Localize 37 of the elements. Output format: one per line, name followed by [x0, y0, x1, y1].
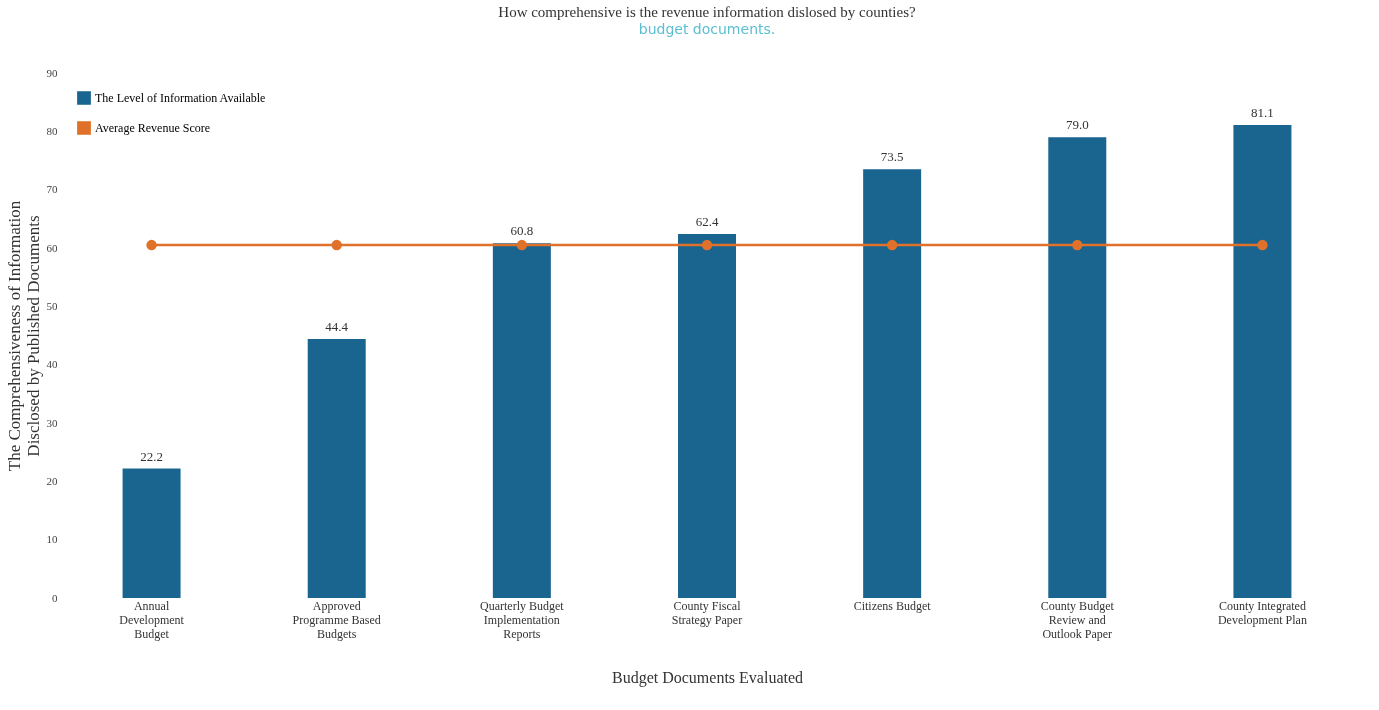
x-tick-label: Citizens Budget	[853, 598, 932, 613]
x-tick-label: Quarterly Budget Implementation Reports	[480, 598, 565, 641]
y-tick-label: 0	[52, 591, 58, 604]
legend-label: The Level of Information Available	[95, 91, 266, 105]
x-axis-title: Budget Documents Evaluated	[611, 668, 804, 687]
text: budget documents.	[638, 21, 776, 37]
legend-label: Average Revenue Score	[95, 121, 211, 135]
x-tick-label: County Budget Review and Outlook Paper	[1040, 598, 1115, 641]
data-label: 81.1	[1251, 104, 1274, 120]
y-tick-label: 10	[46, 533, 58, 546]
data-label: 73.5	[880, 149, 904, 165]
bar	[307, 339, 366, 598]
data-label: 44.4	[325, 319, 349, 334]
y-tick-label: 80	[46, 124, 58, 137]
x-tick-label: County Integrated Development Plan	[1217, 598, 1307, 627]
x-tick-label: Annual Development Budget	[119, 598, 185, 641]
data-label: 62.4	[695, 214, 719, 229]
y-tick-label: 90	[46, 66, 58, 79]
y-tick-label: 30	[46, 416, 58, 429]
y-tick-label: 70	[46, 183, 58, 196]
y-axis-title: The Comprehensiveness of Information Disclosed by Published Documents	[4, 200, 43, 472]
bar	[1233, 124, 1292, 598]
y-tick-label: 40	[46, 358, 58, 371]
x-tick-label: Approved Programme Based Budgets	[292, 598, 381, 641]
x-tick-label: County Fiscal Strategy Paper	[671, 598, 743, 627]
bar	[122, 468, 181, 598]
data-label: 60.8	[510, 223, 534, 239]
y-tick-label: 50	[46, 299, 58, 312]
bar	[678, 234, 736, 598]
data-label: 22.2	[140, 448, 163, 464]
data-label: 79.0	[1065, 117, 1089, 133]
y-tick-label: 20	[46, 474, 58, 487]
bar	[492, 243, 551, 598]
y-tick-label: 60	[46, 241, 58, 254]
bar	[863, 169, 922, 598]
bar	[1048, 137, 1107, 598]
chart-title: How comprehensive is the revenue information dislosed by counties?	[498, 4, 917, 20]
